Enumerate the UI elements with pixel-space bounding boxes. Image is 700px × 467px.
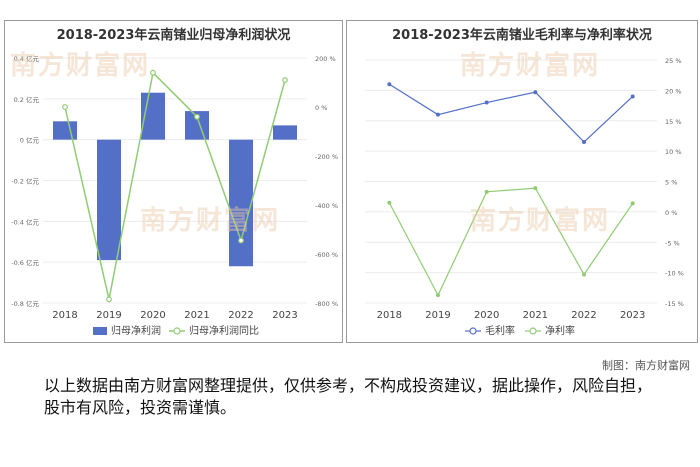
watermark-logo: 南方财富网 <box>470 206 611 236</box>
right-chart-panel: 2018-2023年云南锗业毛利率与净利率状况 25 % 20 % 15 % 10 %… <box>346 20 698 343</box>
y-left-tick-label: 0.4 亿元 <box>14 54 40 63</box>
watermark-logo: 南方财富网 <box>10 51 151 81</box>
series-point-2022 <box>582 140 586 145</box>
y-right-tick-label: -600 % <box>315 251 338 259</box>
series-point-2021 <box>533 186 538 191</box>
bar-2023 <box>273 125 297 140</box>
x-tick-label: 2019 <box>425 310 450 321</box>
yoy-point-2022 <box>238 237 244 244</box>
yoy-line <box>64 71 286 300</box>
x-tick-label: 2023 <box>272 310 297 321</box>
x-tick-label: 2018 <box>52 310 77 321</box>
bar-2022 <box>229 139 253 267</box>
yoy-point-2023 <box>282 77 288 83</box>
chart-credit: 制图：南方财富网 <box>602 359 690 372</box>
y-right-tick-label: -200 % <box>315 153 338 161</box>
left-chart-title: 2018-2023年云南锗业归母净利润状况 <box>56 28 291 43</box>
legend-bar-label: 归母净利润 <box>111 324 161 337</box>
yoy-point-2019 <box>106 296 112 303</box>
series-point-2020 <box>484 189 489 194</box>
y-right-tick-label: 5 % <box>665 179 677 187</box>
x-tick-label: 2023 <box>620 310 645 321</box>
y-right-tick-label: -10 % <box>665 270 684 278</box>
y-right-tick-label: 200 % <box>315 55 336 63</box>
y-right-tick-label: 15 % <box>665 118 682 126</box>
y-left-tick-label: -0.2 亿元 <box>11 177 39 186</box>
series-line-gross-margin <box>389 83 634 143</box>
series-point-2022 <box>582 272 586 277</box>
y-right-tick-label: -400 % <box>315 202 338 210</box>
y-right-tick-label: -15 % <box>665 300 684 308</box>
legend-bar-swatch <box>93 327 107 335</box>
y-left-tick-label: 0.2 亿元 <box>14 95 40 104</box>
series-point-2019 <box>436 293 440 298</box>
x-tick-label: 2018 <box>377 310 402 321</box>
series-point-2019 <box>436 112 440 117</box>
legend-line-marker <box>173 327 181 335</box>
x-tick-label: 2022 <box>571 310 596 321</box>
left-chart-svg: 0.4 亿元 0.2 亿元 0 亿元 -0.2 亿元 -0.4 亿元 -0.6 亿元 -0.… <box>11 54 338 337</box>
y-right-tick-label: 20 % <box>665 87 682 95</box>
left-chart-panel: 2018-2023年云南锗业归母净利润状况 0.4 亿元 0.2 亿元 0 亿元 -0… <box>4 20 343 343</box>
watermark-logo: 南方财富网 <box>460 51 601 81</box>
x-tick-label: 2020 <box>474 310 499 321</box>
series-point-2018 <box>387 82 392 87</box>
y-right-tick-label: 0 % <box>315 104 327 112</box>
right-chart-title: 2018-2023年云南锗业毛利率与净利率状况 <box>392 28 652 43</box>
y-left-tick-label: -0.8 亿元 <box>11 299 39 308</box>
y-right-tick-label: 25 % <box>665 57 682 65</box>
legend-line-label: 归母净利润同比 <box>189 324 259 337</box>
disclaimer-text: 以上数据由南方财富网整理提供，仅供参考，不构成投资建议，据此操作，风险自担，股市… <box>44 376 653 417</box>
series-point-2018 <box>387 200 392 205</box>
watermark-logo: 南方财富网 <box>140 206 281 236</box>
series-point-2023 <box>630 201 635 206</box>
series-point-2023 <box>630 94 635 99</box>
y-left-tick-label: -0.4 亿元 <box>11 217 39 226</box>
legend-marker-0 <box>469 327 477 335</box>
legend-label-0: 毛利率 <box>485 324 515 337</box>
bar-2018 <box>53 121 77 140</box>
legend-marker-1 <box>529 327 537 335</box>
x-tick-label: 2021 <box>523 310 548 321</box>
y-right-tick-label: -5 % <box>665 239 680 247</box>
series-point-2021 <box>533 90 538 95</box>
x-tick-label: 2019 <box>96 310 121 321</box>
y-left-tick-label: 0 亿元 <box>20 136 40 145</box>
y-right-tick-label: 0 % <box>665 209 677 217</box>
y-left-tick-label: -0.6 亿元 <box>11 258 39 267</box>
series-point-2020 <box>484 100 489 105</box>
y-right-tick-label: -800 % <box>315 300 338 308</box>
x-tick-label: 2022 <box>228 310 253 321</box>
legend-label-1: 净利率 <box>545 324 575 337</box>
yoy-point-2020 <box>150 69 156 76</box>
bar-2019 <box>97 139 121 261</box>
right-chart-svg: 25 % 20 % 15 % 10 % 5 % 0 % -5 % -10 % -15 % 2018… <box>365 57 684 337</box>
yoy-point-2021 <box>194 113 200 120</box>
x-tick-label: 2020 <box>140 310 165 321</box>
y-right-tick-label: 10 % <box>665 148 682 156</box>
series-line-net-margin <box>388 187 634 297</box>
x-tick-label: 2021 <box>184 310 209 321</box>
yoy-point-2018 <box>62 104 68 110</box>
